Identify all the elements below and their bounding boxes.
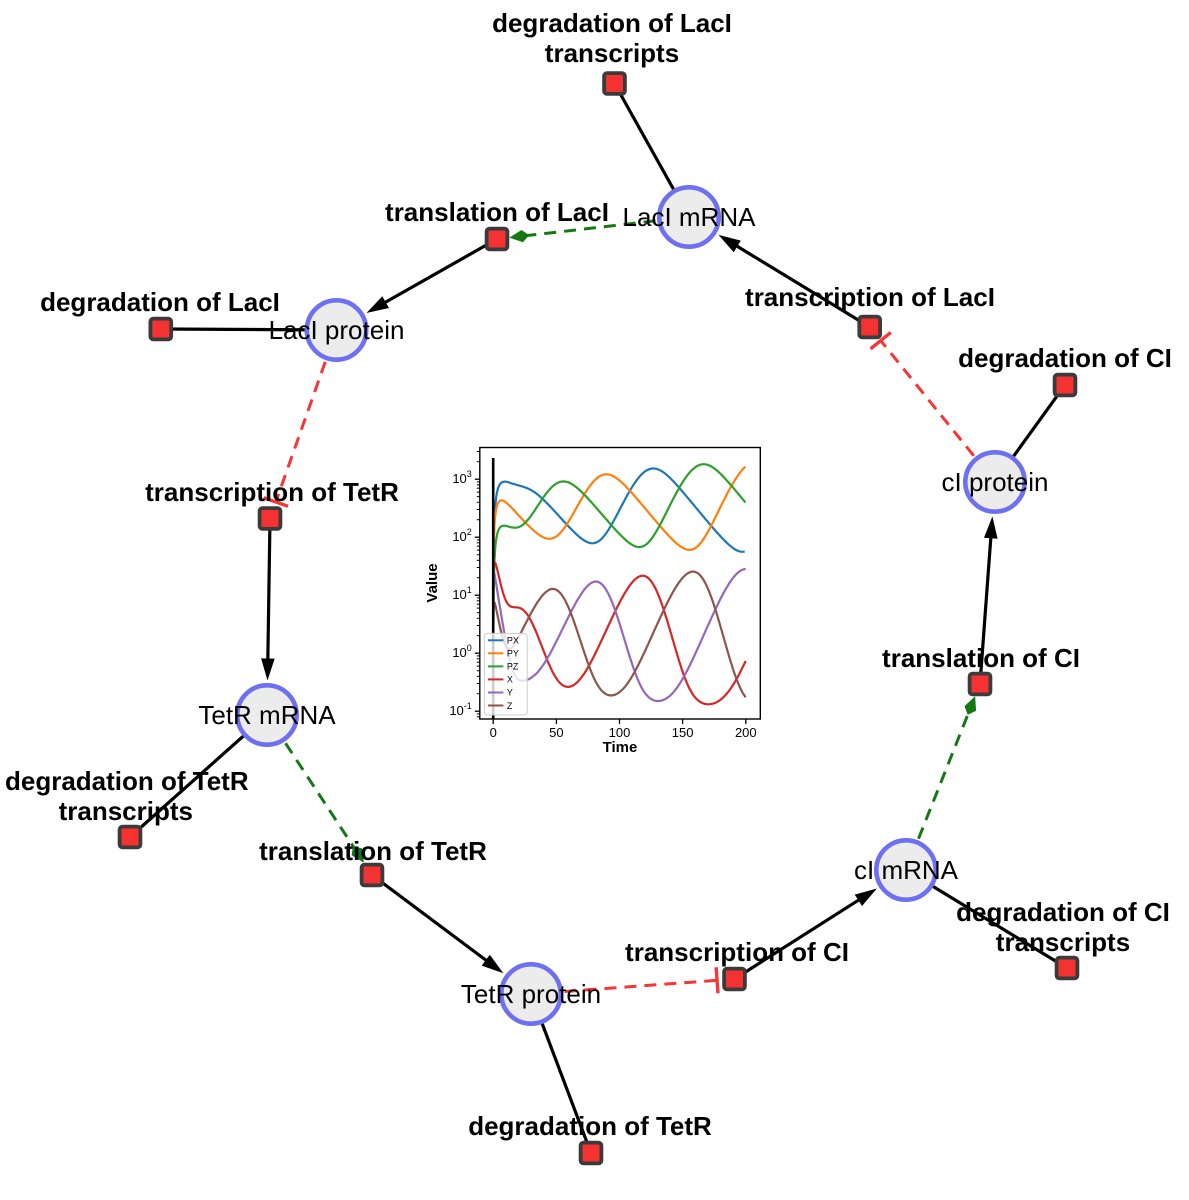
svg-text:50: 50 <box>549 725 563 740</box>
svg-text:degradation of LacI: degradation of LacI <box>492 8 732 38</box>
svg-text:degradation of CI: degradation of CI <box>958 343 1172 373</box>
svg-text:Y: Y <box>507 688 513 698</box>
svg-text:degradation of LacI: degradation of LacI <box>40 287 280 317</box>
svg-text:cI protein: cI protein <box>942 467 1049 497</box>
svg-text:Value: Value <box>424 563 441 602</box>
svg-text:150: 150 <box>672 725 694 740</box>
svg-text:degradation of TetR: degradation of TetR <box>468 1111 712 1141</box>
svg-text:PZ: PZ <box>507 662 519 672</box>
svg-text:X: X <box>507 675 513 685</box>
svg-text:transcription of LacI: transcription of LacI <box>745 282 995 312</box>
svg-text:translation of TetR: translation of TetR <box>259 836 487 866</box>
svg-text:LacI mRNA: LacI mRNA <box>623 202 757 232</box>
svg-text:transcripts: transcripts <box>545 38 679 68</box>
svg-text:translation of LacI: translation of LacI <box>385 197 609 227</box>
svg-text:PY: PY <box>507 649 519 659</box>
svg-text:100: 100 <box>609 725 631 740</box>
svg-text:translation of CI: translation of CI <box>882 643 1080 673</box>
svg-text:Time: Time <box>603 739 638 756</box>
svg-text:transcripts: transcripts <box>996 927 1130 957</box>
svg-text:PX: PX <box>507 636 519 646</box>
svg-text:degradation of CI: degradation of CI <box>956 897 1170 927</box>
svg-text:degradation of TetR: degradation of TetR <box>5 766 249 796</box>
svg-text:0: 0 <box>490 725 497 740</box>
svg-text:transcription of TetR: transcription of TetR <box>145 477 399 507</box>
svg-text:LacI protein: LacI protein <box>269 315 405 345</box>
svg-text:200: 200 <box>735 725 757 740</box>
svg-text:transcripts: transcripts <box>59 796 193 826</box>
svg-text:TetR mRNA: TetR mRNA <box>198 700 336 730</box>
svg-text:TetR protein: TetR protein <box>461 979 601 1009</box>
svg-text:Z: Z <box>507 701 513 711</box>
svg-text:cI mRNA: cI mRNA <box>854 855 959 885</box>
svg-text:transcription of CI: transcription of CI <box>625 937 849 967</box>
